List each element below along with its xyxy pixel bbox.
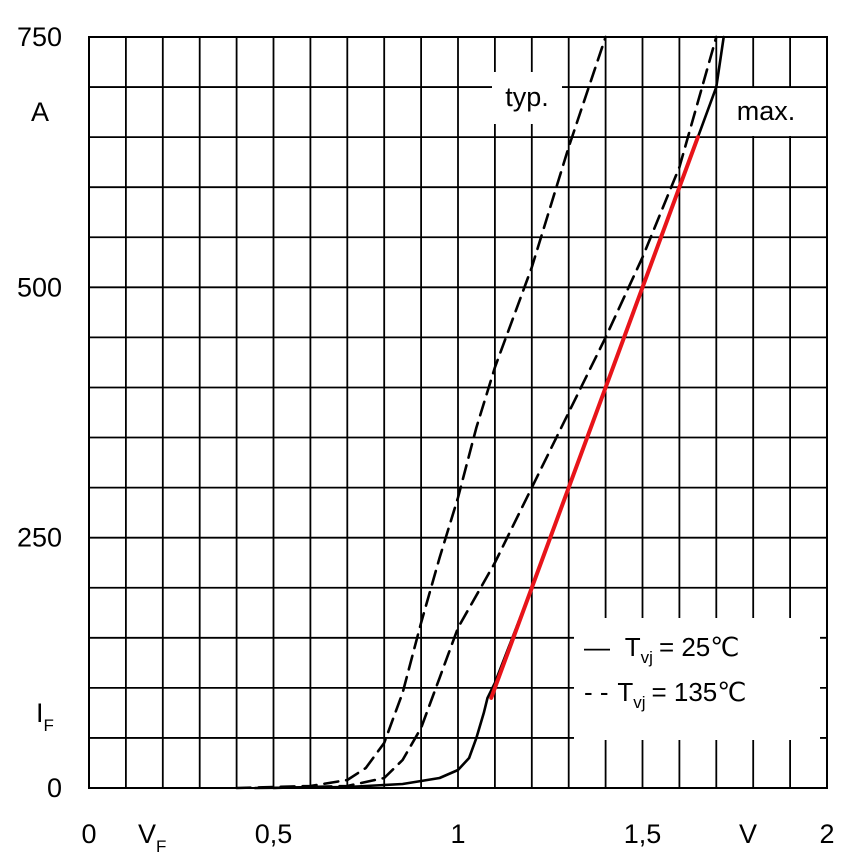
plot-frame bbox=[88, 36, 828, 789]
y-tick-labels: 0 250 500 750 bbox=[17, 22, 62, 803]
legend-background bbox=[574, 618, 820, 740]
y-tick-label: 500 bbox=[17, 272, 62, 302]
legend: — Tvj = 25℃ - - Tvj = 135℃ bbox=[584, 632, 746, 712]
series-group bbox=[235, 35, 726, 790]
y-unit-label: A bbox=[31, 97, 49, 127]
y-tick-label: 250 bbox=[17, 523, 62, 553]
x-tick-labels: 0 0,5 1 1,5 2 bbox=[81, 819, 834, 849]
legend-entry-solid: — Tvj = 25℃ bbox=[584, 632, 739, 667]
x-unit-label: V bbox=[739, 819, 757, 849]
annotation-max: max. bbox=[737, 96, 796, 126]
annotation-typ: typ. bbox=[505, 82, 549, 112]
legend-marker-dashed: - - bbox=[584, 677, 609, 707]
annotation-background bbox=[492, 72, 814, 136]
x-tick-label: 0,5 bbox=[255, 819, 293, 849]
legend-entry-dashed: - - Tvj = 135℃ bbox=[584, 677, 746, 712]
x-tick-label: 0 bbox=[81, 819, 96, 849]
x-axis-label: VF bbox=[138, 819, 166, 855]
y-tick-label: 0 bbox=[47, 773, 62, 803]
series-line-2 bbox=[272, 35, 718, 790]
x-tick-label: 2 bbox=[819, 819, 834, 849]
x-tick-label: 1 bbox=[450, 819, 465, 849]
legend-marker-solid: — bbox=[584, 632, 610, 662]
y-tick-label: 750 bbox=[17, 22, 62, 52]
x-tick-label: 1,5 bbox=[624, 819, 662, 849]
y-axis-label: IF bbox=[36, 698, 54, 735]
series-line-4 bbox=[489, 135, 700, 700]
series-line-1 bbox=[235, 35, 607, 790]
